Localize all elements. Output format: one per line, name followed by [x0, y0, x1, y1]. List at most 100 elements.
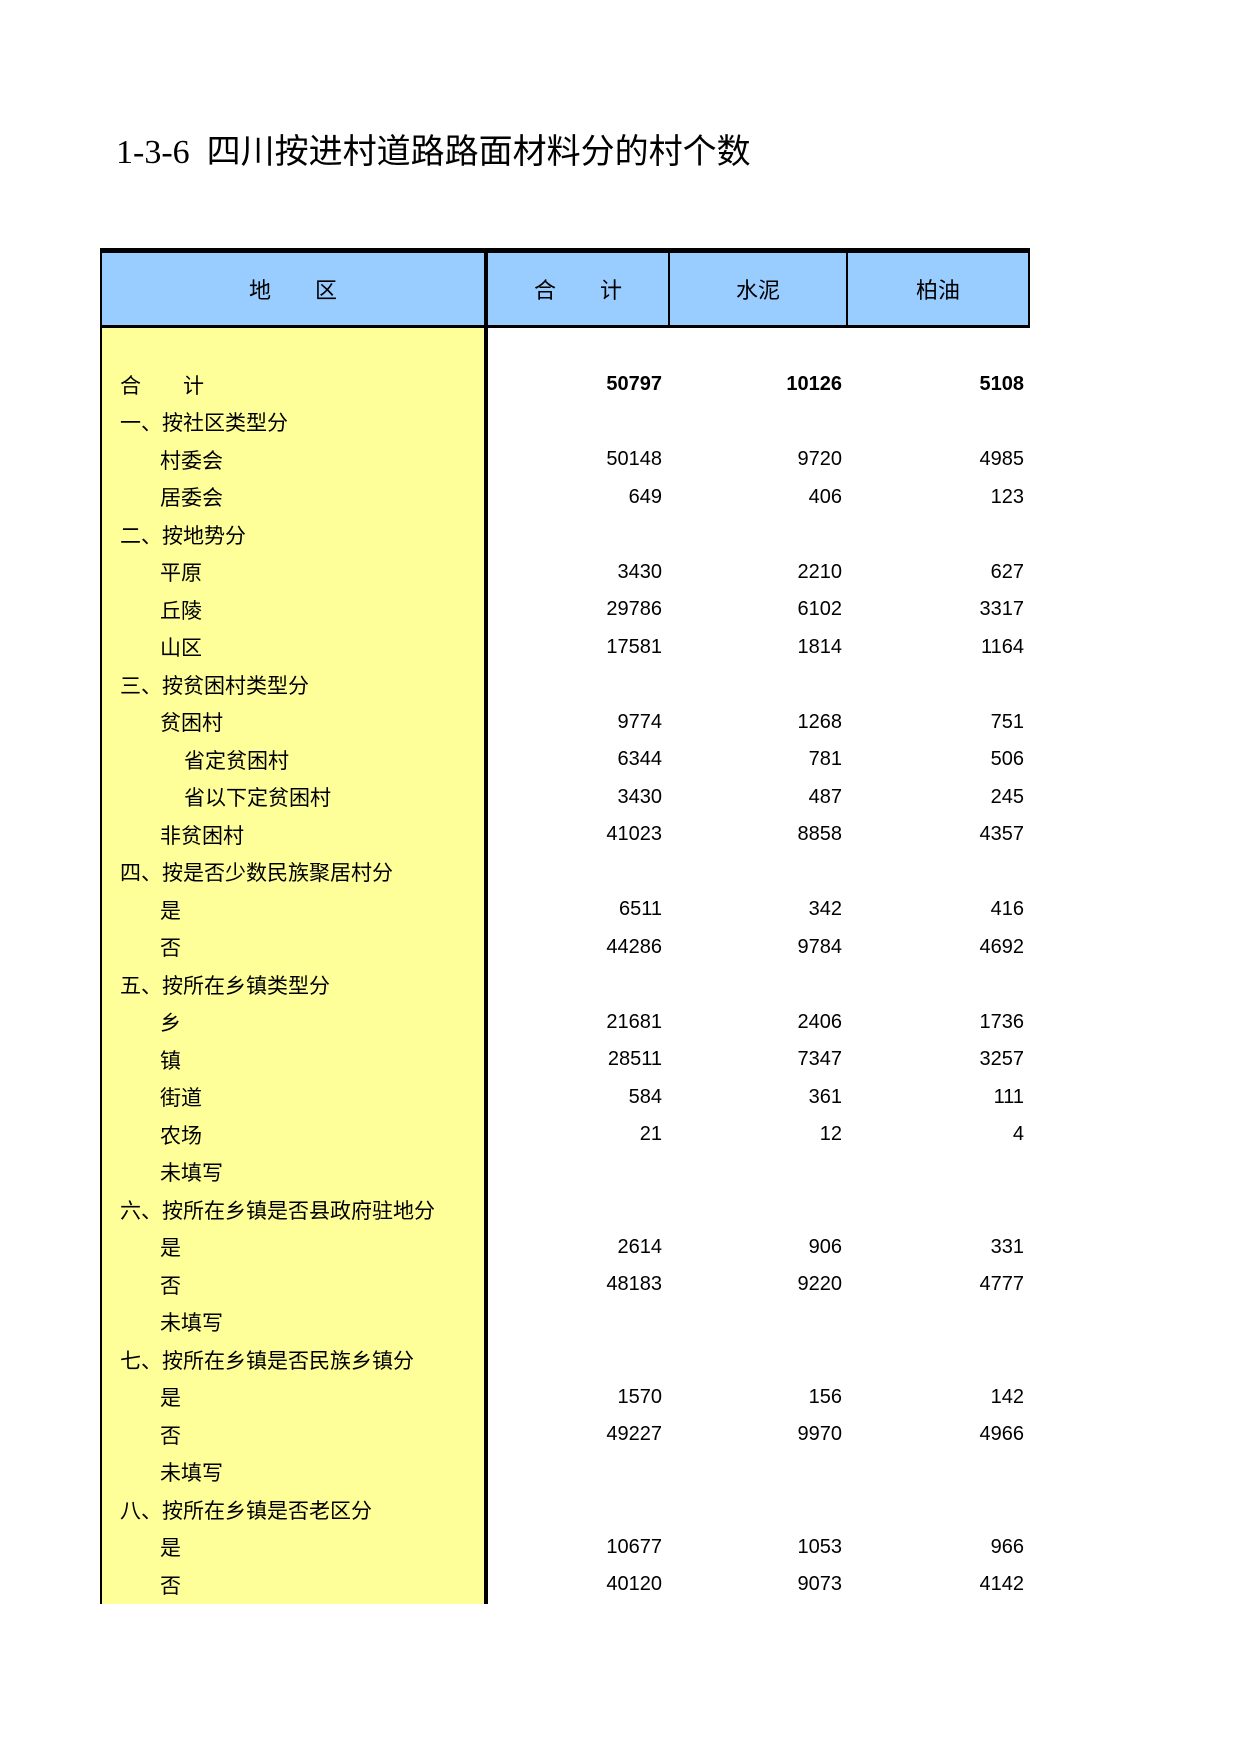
row-label: 农场 [100, 1116, 488, 1154]
row-value-asphalt: 627 [990, 560, 1024, 583]
row-value-total [488, 1454, 670, 1492]
row-value-cement: 7347 [797, 1048, 843, 1071]
row-value-asphalt: 142 [990, 1385, 1024, 1408]
row-value-cement [670, 516, 848, 554]
row-value-cement: 9970 [797, 1423, 843, 1446]
row-value-total: 28511 [607, 1048, 662, 1071]
row-label: 居委会 [100, 478, 488, 516]
row-value-total [488, 666, 670, 704]
table-row: 非贫困村 41023 8858 4357 [100, 816, 1030, 854]
row-value-cement: 12 [819, 1123, 842, 1146]
row-label: 乡 [100, 1003, 488, 1041]
row-value-total: 29786 [606, 598, 662, 621]
row-value-asphalt: 4966 [979, 1423, 1025, 1446]
row-value-asphalt: 3317 [979, 598, 1025, 621]
row-label: 否 [100, 1416, 488, 1454]
row-value-cement: 342 [808, 898, 842, 921]
table-row: 是 10677 1053 966 [100, 1528, 1030, 1566]
row-value-total: 10677 [606, 1535, 662, 1558]
row-value-cement: 781 [808, 748, 842, 771]
row-label: 四、按是否少数民族聚居村分 [100, 853, 488, 891]
row-value-asphalt: 4357 [979, 823, 1025, 846]
row-value-total: 3430 [617, 785, 663, 808]
row-label: 平原 [100, 553, 488, 591]
row-value-total [488, 1341, 670, 1379]
row-value-asphalt: 4692 [979, 935, 1025, 958]
row-value-asphalt: 506 [990, 748, 1024, 771]
row-value-asphalt: 416 [990, 898, 1024, 921]
row-value-total: 21 [639, 1123, 662, 1146]
column-header-asphalt: 柏油 [848, 253, 1030, 325]
row-value-cement: 2406 [797, 1010, 843, 1033]
row-label: 是 [100, 1228, 488, 1266]
table-row: 否 48183 9220 4777 [100, 1266, 1030, 1304]
row-value-total [488, 1191, 670, 1229]
row-label: 一、按社区类型分 [100, 403, 488, 441]
row-value-cement: 9220 [797, 1273, 843, 1296]
row-value-cement: 361 [808, 1085, 842, 1108]
row-value-cement: 6102 [797, 598, 843, 621]
table-body: 合 计 50797 10126 5108 一、按社区类型分 村委会 50148 … [100, 328, 1030, 1604]
table-row: 平原 3430 2210 627 [100, 553, 1030, 591]
row-value-total: 6344 [617, 748, 663, 771]
row-value-cement: 487 [808, 785, 842, 808]
row-value-total [488, 516, 670, 554]
row-value-total: 6511 [618, 898, 662, 921]
page-title: 1-3-6 四川按进村道路路面材料分的村个数 [116, 134, 751, 171]
row-value-total: 3430 [617, 560, 663, 583]
spacer-row [100, 328, 1030, 366]
table-header-row: 地 区 合 计 水泥 柏油 [100, 248, 1030, 328]
row-label: 否 [100, 1266, 488, 1304]
row-value-total: 584 [628, 1085, 662, 1108]
table-row: 未填写 [100, 1153, 1030, 1192]
table-row: 七、按所在乡镇是否民族乡镇分 [100, 1341, 1030, 1379]
row-value-asphalt [848, 666, 1030, 704]
row-label: 未填写 [100, 1453, 488, 1491]
table-row: 否 40120 9073 4142 [100, 1566, 1030, 1604]
row-value-total [488, 966, 670, 1004]
table-row: 二、按地势分 [100, 516, 1030, 554]
row-value-asphalt: 4985 [979, 448, 1025, 471]
row-value-total [488, 1154, 670, 1192]
row-value-asphalt: 1164 [980, 635, 1024, 658]
row-value-asphalt: 245 [990, 785, 1024, 808]
table-row: 山区 17581 1814 1164 [100, 628, 1030, 666]
row-label: 未填写 [100, 1303, 488, 1341]
table-row: 一、按社区类型分 [100, 403, 1030, 441]
row-value-total: 44286 [606, 935, 662, 958]
table-row: 省以下定贫困村 3430 487 245 [100, 778, 1030, 816]
table-row: 四、按是否少数民族聚居村分 [100, 853, 1030, 892]
table-row: 合 计 50797 10126 5108 [100, 366, 1030, 404]
row-value-asphalt: 123 [990, 485, 1024, 508]
row-value-cement: 1268 [797, 710, 843, 733]
row-label: 七、按所在乡镇是否民族乡镇分 [100, 1341, 488, 1379]
row-value-asphalt [848, 1454, 1030, 1492]
row-value-asphalt: 4777 [979, 1273, 1025, 1296]
table-row: 镇 28511 7347 3257 [100, 1041, 1030, 1079]
table-row: 八、按所在乡镇是否老区分 [100, 1491, 1030, 1529]
row-value-asphalt: 4142 [979, 1573, 1025, 1596]
table-row: 五、按所在乡镇类型分 [100, 966, 1030, 1004]
row-value-asphalt: 5108 [979, 373, 1025, 396]
table-row: 村委会 50148 9720 4985 [100, 441, 1030, 479]
row-label: 丘陵 [100, 591, 488, 629]
row-label: 街道 [100, 1078, 488, 1116]
row-value-total: 649 [628, 485, 662, 508]
row-value-asphalt [848, 1191, 1030, 1229]
table-row: 未填写 [100, 1453, 1030, 1492]
row-value-total: 50797 [606, 373, 662, 396]
row-value-asphalt [848, 1341, 1030, 1379]
row-label: 合 计 [100, 366, 488, 404]
row-value-total [488, 854, 670, 892]
row-value-cement: 2210 [797, 560, 843, 583]
table-row: 否 44286 9784 4692 [100, 928, 1030, 966]
column-header-cement: 水泥 [670, 253, 848, 325]
row-value-asphalt: 3257 [979, 1048, 1025, 1071]
row-label: 非贫困村 [100, 816, 488, 854]
row-label: 三、按贫困村类型分 [100, 666, 488, 704]
row-value-total: 9774 [617, 710, 663, 733]
row-label: 否 [100, 928, 488, 966]
row-value-total: 2614 [617, 1235, 663, 1258]
column-header-region: 地 区 [100, 253, 488, 325]
spacer-label-cell [100, 328, 488, 366]
